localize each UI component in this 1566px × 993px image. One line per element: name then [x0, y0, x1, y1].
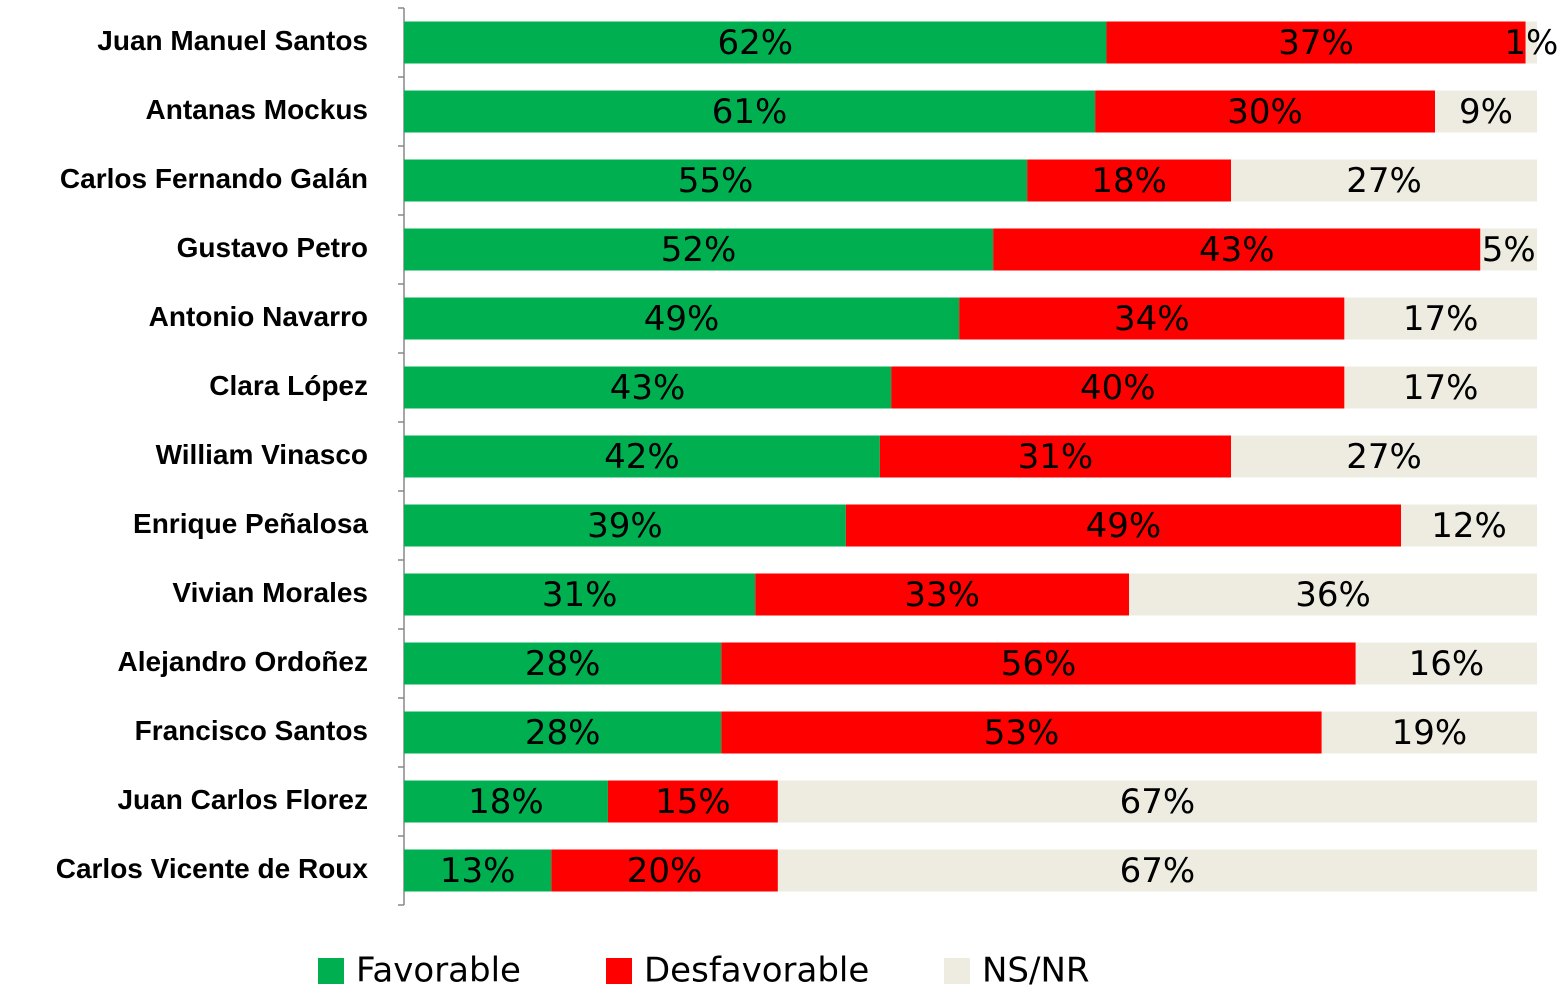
value-label: 31% [542, 575, 618, 615]
value-label: 49% [1086, 506, 1162, 546]
value-label: 13% [440, 851, 516, 891]
value-label: 49% [644, 299, 720, 339]
y-tick-label: William Vinasco [156, 439, 368, 470]
legend-swatch [944, 958, 970, 984]
bar-segment [1027, 159, 1232, 202]
bar-segment [404, 642, 722, 685]
value-label: 20% [627, 851, 703, 891]
legend-swatch [318, 958, 344, 984]
value-label: 67% [1120, 851, 1196, 891]
bar-segment [777, 780, 1537, 823]
bar-segment [721, 711, 1322, 754]
value-label: 56% [1001, 644, 1077, 684]
value-label: 37% [1278, 23, 1354, 63]
bar-segment [1355, 642, 1537, 685]
y-tick-label: Clara López [209, 370, 368, 401]
legend-swatch [606, 958, 632, 984]
bar-segment [1321, 711, 1537, 754]
y-tick-label: Gustavo Petro [177, 232, 368, 263]
bar-segment [993, 228, 1481, 271]
y-tick-label: Vivian Morales [172, 577, 368, 608]
bar-segment [404, 297, 960, 340]
value-label: 53% [984, 713, 1060, 753]
bar-segment [404, 159, 1028, 202]
value-label: 17% [1403, 299, 1479, 339]
y-tick-label: Carlos Vicente de Roux [56, 853, 369, 884]
bar-segment [404, 573, 756, 616]
bar-segment [404, 780, 608, 823]
value-label: 67% [1120, 782, 1196, 822]
bar-segment [1231, 159, 1537, 202]
bar-segment [879, 435, 1232, 478]
bar-segment [1106, 21, 1526, 64]
value-label: 40% [1080, 368, 1156, 408]
bar-segment [1401, 504, 1537, 547]
bar-segment [891, 366, 1345, 409]
value-label: 1% [1504, 23, 1558, 63]
legend-label: NS/NR [982, 951, 1090, 991]
value-label: 33% [904, 575, 980, 615]
value-label: 28% [525, 644, 601, 684]
value-label: 28% [525, 713, 601, 753]
value-label: 42% [604, 437, 680, 477]
value-label: 18% [468, 782, 544, 822]
value-label: 16% [1409, 644, 1485, 684]
value-label: 61% [712, 92, 788, 132]
value-label: 19% [1392, 713, 1468, 753]
value-label: 17% [1403, 368, 1479, 408]
value-label: 15% [655, 782, 731, 822]
bar-segment [1344, 297, 1537, 340]
bar-segment [1344, 366, 1537, 409]
bar-segment [404, 435, 880, 478]
value-label: 30% [1227, 92, 1303, 132]
value-label: 5% [1482, 230, 1536, 270]
value-label: 43% [1199, 230, 1275, 270]
bar-segment [404, 711, 722, 754]
bar-segment [1435, 90, 1537, 133]
value-label: 31% [1018, 437, 1094, 477]
bar-segment [404, 504, 846, 547]
value-label: 36% [1295, 575, 1371, 615]
value-label: 27% [1346, 161, 1422, 201]
value-label: 27% [1346, 437, 1422, 477]
value-label: 18% [1091, 161, 1167, 201]
y-tick-label: Juan Manuel Santos [97, 25, 368, 56]
bar-segment [755, 573, 1130, 616]
y-tick-label: Alejandro Ordoñez [118, 646, 368, 677]
bar-segment [1231, 435, 1537, 478]
value-label: 9% [1459, 92, 1513, 132]
y-tick-label: Enrique Peñalosa [133, 508, 368, 539]
y-tick-label: Carlos Fernando Galán [60, 163, 368, 194]
y-tick-label: Antonio Navarro [149, 301, 368, 332]
bar-segment [777, 849, 1537, 892]
value-label: 34% [1114, 299, 1190, 339]
bar-segment [404, 228, 994, 271]
bar-segment [404, 849, 552, 892]
legend-label: Desfavorable [644, 951, 869, 991]
bar-segment [404, 21, 1107, 64]
bar-segment [721, 642, 1356, 685]
value-label: 55% [678, 161, 754, 201]
value-label: 39% [587, 506, 663, 546]
y-tick-label: Antanas Mockus [146, 94, 369, 125]
bar-segment [1525, 21, 1537, 64]
bar-segment [607, 780, 778, 823]
bar-segment [1480, 228, 1537, 271]
bar-segment [404, 366, 892, 409]
bar-segment [1095, 90, 1436, 133]
legend-label: Favorable [356, 951, 521, 991]
y-tick-label: Francisco Santos [135, 715, 368, 746]
y-tick-label: Juan Carlos Florez [117, 784, 368, 815]
bar-segment [551, 849, 778, 892]
value-label: 52% [661, 230, 737, 270]
bar-segment [404, 90, 1096, 133]
value-label: 12% [1431, 506, 1507, 546]
bar-segment [959, 297, 1345, 340]
value-label: 62% [717, 23, 793, 63]
value-label: 43% [610, 368, 686, 408]
bar-segment [1129, 573, 1537, 616]
bar-segment [845, 504, 1402, 547]
